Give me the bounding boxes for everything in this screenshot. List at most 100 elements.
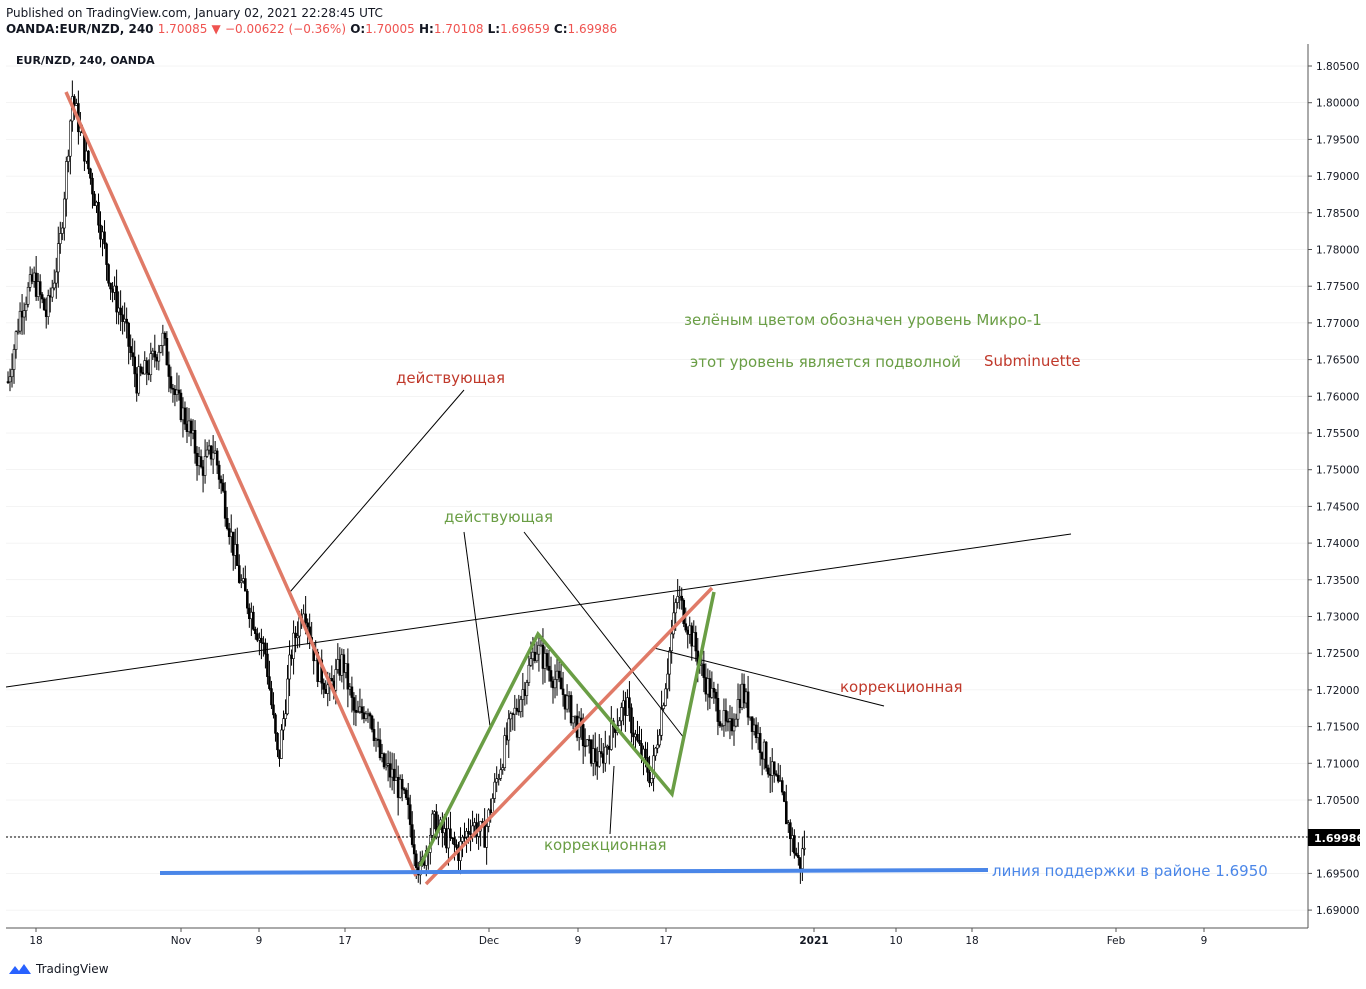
x-tick-label: 9 [256,935,263,947]
candle-body [495,778,498,783]
tradingview-logo[interactable]: TradingView [8,962,109,976]
candle-body [394,776,398,781]
candle-body [569,695,573,724]
price-chart[interactable]: 1.80500 1.80000 1.79500 1.79000 1.78500 1.780… [5,44,1364,954]
candle-body [525,682,529,696]
candle-body [366,713,370,715]
candle-body [684,623,688,631]
candle-body [334,669,338,691]
candle-body [34,272,38,297]
pointer-line-red-active [289,389,465,593]
candle-body [58,233,62,244]
candle-body [191,430,195,434]
candle-body [354,710,358,713]
candle-body [324,689,328,694]
candle-body [801,848,804,869]
candle-body [103,231,106,245]
candle-body [662,705,665,709]
candle-body [573,715,577,718]
candle-body [163,332,167,339]
candle-body [738,699,742,708]
candle-body [388,763,392,778]
close-label: C: [553,22,568,36]
annotation-red-correction: коррекционная [840,678,963,696]
candle-body [189,420,193,434]
price-axis[interactable]: 1.80500 1.80000 1.79500 1.79000 1.78500 1.780… [1308,61,1359,917]
candle-body [254,629,257,634]
candle-body [75,103,78,106]
candle-body [473,822,476,827]
candle-body [286,678,289,715]
candle-body [111,288,114,293]
candle-body [722,710,726,726]
candle-body [603,746,607,764]
candle-body [360,706,364,714]
candle-body [527,664,531,683]
candle-body [378,739,382,759]
candle-body [250,611,253,620]
candle-body [183,407,187,425]
candle-body [330,678,334,682]
candle-body [161,332,165,346]
candle-body [52,282,56,289]
candle-body [680,595,684,601]
candle-body [207,445,211,451]
candle-body [489,809,492,814]
candle-body [666,673,669,690]
candle-body [105,243,108,265]
candle-body [159,345,163,353]
y-tick-label: 1.80000 [1316,98,1359,110]
candle-body [185,423,189,432]
last-price-tag [1308,829,1360,846]
candle-body [260,637,263,644]
upper-trend-line [5,533,1072,688]
candle-body [599,751,603,754]
candle-body [451,837,454,839]
candle-body [374,738,378,741]
candle-body [728,718,732,722]
candle-body [533,651,537,662]
candle-body [406,797,410,805]
candle-body [233,544,237,556]
x-tick-label: 17 [659,935,672,947]
candle-body [648,771,651,784]
candle-body [764,741,768,769]
candle-body [515,707,519,712]
candle-body [282,718,285,731]
candle-body [690,625,694,647]
candle-body [270,688,273,706]
candle-body [507,718,511,741]
candle-body [67,155,70,162]
chart-area[interactable]: 1.80500 1.80000 1.79500 1.79000 1.78500 1.780… [5,44,1364,954]
candle-body [780,780,784,793]
candle-body [712,688,716,693]
candle-body [539,644,543,647]
candle-body [376,738,380,741]
candle-body [256,633,259,641]
candle-body [537,644,541,655]
candle-body [708,678,712,698]
annotation-green-correction: коррекционная [544,836,667,854]
candle-body [95,201,98,206]
candle-body [732,725,736,732]
candle-body [63,198,66,229]
x-tick-label: 18 [965,935,978,947]
candle-body [606,745,609,748]
candle-body [215,450,219,466]
candle-body [692,632,696,647]
candle-body [107,264,110,284]
time-axis[interactable]: 18 Nov 9 17 Dec 9 17 2021 10 18 Feb 9 [29,928,1207,947]
candle-body [493,781,496,799]
candle-body [601,753,605,764]
candle-body [382,753,386,768]
candle-body [491,798,494,814]
candle-body [149,353,153,376]
candle-body [453,837,456,846]
candle-body [793,835,796,854]
candle-body [535,653,539,662]
tradingview-brand: TradingView [36,962,109,976]
candle-body [69,120,72,157]
candle-body [704,677,708,695]
candle-body [195,452,199,466]
candle-body [736,699,740,720]
